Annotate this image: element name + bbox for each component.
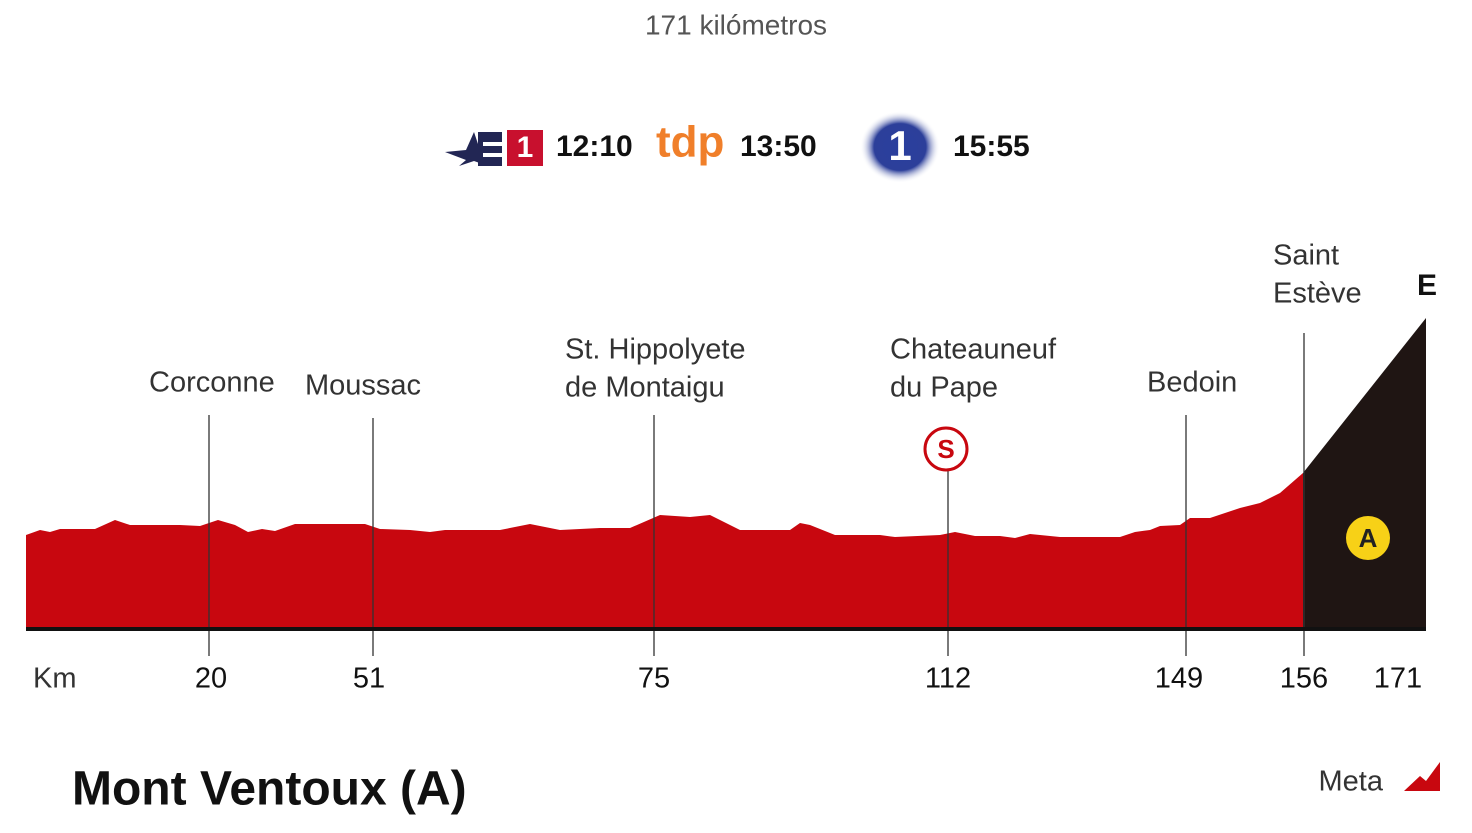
legend-label: Meta (1319, 766, 1384, 798)
km-value: 171 (1374, 663, 1422, 695)
waypoint-name: du Pape (890, 372, 998, 404)
waypoint-name: Estève (1273, 278, 1362, 310)
km-value: 20 (195, 663, 227, 695)
sprint-icon (923, 426, 969, 472)
km-value: 149 (1155, 663, 1203, 695)
broadcast-time: 12:10 (556, 130, 633, 163)
waypoint-name: St. Hippolyete (565, 334, 746, 366)
title: Mont Ventoux (A) (72, 763, 467, 816)
km-label: Km (33, 663, 77, 695)
climb-marker: A (1359, 523, 1378, 553)
broadcast-time: 13:50 (740, 130, 817, 163)
waypoint-name: Chateauneuf (890, 334, 1057, 366)
channel-label: 1 (888, 122, 911, 169)
waypoint-name: de Montaigu (565, 372, 725, 404)
climb-area (1303, 318, 1426, 629)
channel-label: 1 (517, 131, 534, 164)
waypoint-name: Saint (1273, 240, 1339, 272)
profile-area (26, 473, 1303, 629)
broadcast-time: 15:55 (953, 130, 1030, 163)
km-value: 112 (925, 663, 971, 695)
km-value: 51 (353, 663, 385, 695)
km-value: 75 (638, 663, 670, 695)
waypoint-name: Moussac (305, 370, 421, 402)
channel-label: tdp (656, 118, 724, 167)
climb-icon (1346, 516, 1390, 560)
waypoint-name: Bedoin (1147, 367, 1237, 399)
km-value: 156 (1280, 663, 1328, 695)
legend-icon (1404, 762, 1440, 791)
logo-la-1: 1 (860, 111, 940, 183)
finish-marker: E (1417, 269, 1437, 302)
sprint-marker: S (937, 434, 954, 464)
subtitle: 171 kilómetros (645, 9, 827, 40)
logo-teledeporte-1: 1 (445, 130, 543, 166)
waypoint-name: Corconne (149, 367, 275, 399)
